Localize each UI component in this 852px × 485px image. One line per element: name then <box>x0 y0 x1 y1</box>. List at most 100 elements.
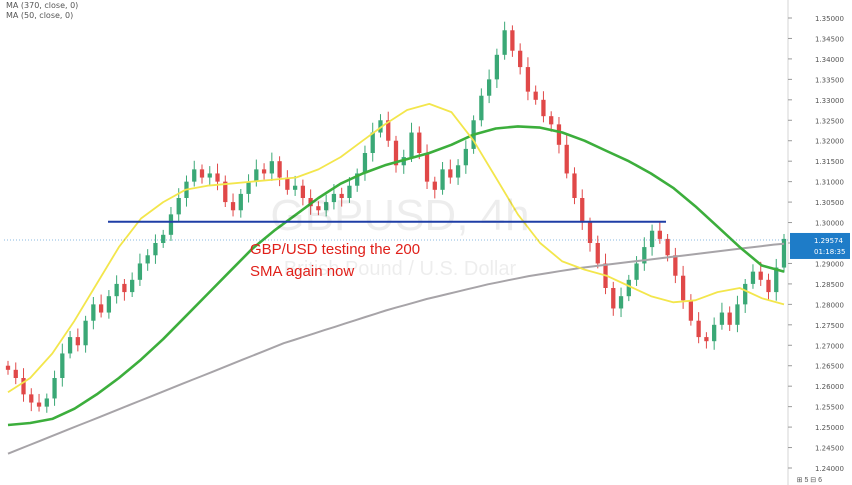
candle <box>696 312 701 344</box>
candle-body <box>533 91 538 100</box>
candle <box>494 48 500 88</box>
candle <box>192 160 197 187</box>
candle <box>246 174 251 203</box>
candle-body <box>494 54 500 80</box>
candle <box>324 194 329 217</box>
y-tick-label: 1.28000 <box>815 301 844 309</box>
candle-body <box>626 279 631 297</box>
candle-body <box>137 263 143 280</box>
candle <box>409 122 414 162</box>
candle-body <box>712 324 717 342</box>
candle <box>277 156 282 187</box>
candle-body <box>29 394 34 403</box>
candle-body <box>587 222 593 243</box>
candle-body <box>766 279 771 293</box>
current-price-value: 1.29574 <box>814 237 843 245</box>
candle-body <box>719 312 725 325</box>
candle <box>587 217 593 252</box>
candle <box>261 163 267 180</box>
candle <box>238 189 243 218</box>
candle <box>502 21 507 60</box>
candle-body <box>580 198 585 223</box>
candle <box>5 360 11 375</box>
candle-body <box>556 124 562 145</box>
candle <box>67 330 73 359</box>
candle <box>386 111 391 147</box>
candle-body <box>91 304 96 321</box>
candle-body <box>758 271 763 280</box>
candle <box>486 69 492 104</box>
y-tick-label: 1.24000 <box>815 465 844 473</box>
candle-body <box>347 185 352 198</box>
candle-body <box>750 271 756 284</box>
candle <box>595 235 600 269</box>
candle <box>308 189 313 215</box>
candle-body <box>52 378 57 399</box>
candle <box>300 179 306 206</box>
ma-line-2 <box>7 103 785 394</box>
moving-averages <box>7 103 785 455</box>
y-tick-label: 1.34000 <box>815 56 844 64</box>
candle <box>580 189 585 230</box>
candle <box>137 253 143 286</box>
candle <box>153 234 158 264</box>
y-tick-label: 1.25500 <box>815 404 844 412</box>
y-tick-label: 1.32500 <box>815 117 844 125</box>
candle-body <box>696 320 701 338</box>
candle <box>75 328 80 352</box>
bottom-toolbar-icons[interactable]: ⊞ 5 ⊟ 6 <box>796 477 822 484</box>
candle-body <box>246 181 251 194</box>
candle <box>44 393 49 413</box>
candle-body <box>595 243 600 264</box>
candle-body <box>486 79 492 96</box>
candle-body <box>308 198 313 207</box>
candle <box>626 274 631 302</box>
candle <box>673 247 678 284</box>
y-tick-label: 1.33500 <box>815 76 844 84</box>
candle <box>145 249 150 271</box>
candle <box>207 166 212 185</box>
candle-body <box>5 365 11 370</box>
candle <box>285 170 290 195</box>
candle <box>727 306 732 331</box>
y-tick-label: 1.26500 <box>815 363 844 371</box>
candle <box>215 163 220 191</box>
candle <box>122 279 127 301</box>
candle-body <box>455 165 461 178</box>
candle-body <box>549 116 554 125</box>
candle <box>52 370 57 406</box>
candle <box>704 332 709 349</box>
candle <box>556 117 562 154</box>
candle-body <box>704 337 709 342</box>
candle-body <box>192 169 197 182</box>
candle-body <box>13 369 18 378</box>
current-price-tag <box>790 232 850 259</box>
candle-body <box>378 120 383 133</box>
candle-body <box>424 153 430 182</box>
candle <box>424 144 430 189</box>
candle <box>735 295 740 333</box>
candle-body <box>649 230 655 248</box>
candle-body <box>261 169 267 174</box>
candle <box>393 135 399 173</box>
legend-ma-50: MA (50, close, 0) <box>6 11 74 20</box>
y-tick-label: 1.31000 <box>815 179 844 187</box>
candle <box>370 122 375 162</box>
candle-body <box>44 398 49 407</box>
candle-body <box>680 275 686 301</box>
candles <box>5 21 787 413</box>
candle-body <box>657 230 662 239</box>
watermark-name: British Pound / U.S. Dollar <box>284 258 517 280</box>
watermark-symbol: GBPUSD, 4h <box>270 191 529 240</box>
candle <box>417 126 422 160</box>
candle-body <box>502 30 507 55</box>
candle-body <box>176 198 181 215</box>
candle <box>60 343 65 387</box>
ma-line-0 <box>7 242 785 455</box>
candle-body <box>207 173 212 178</box>
overlay: GBPUSD, 4h British Pound / U.S. Dollar 1.2… <box>4 191 850 280</box>
candle-body <box>642 247 647 264</box>
